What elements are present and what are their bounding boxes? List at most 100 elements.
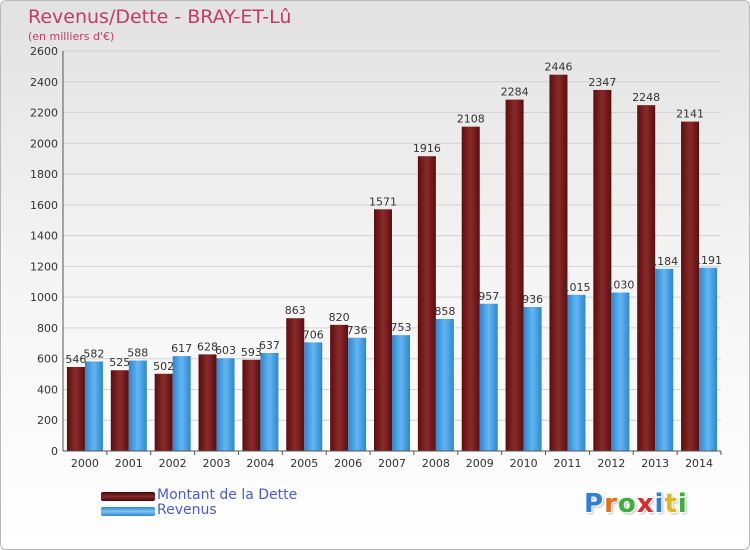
data-label-debt: 525 [109,356,130,369]
data-label-revenue: 753 [391,321,412,334]
data-label-debt: 2108 [457,113,485,126]
data-label-revenue: 957 [478,290,499,303]
data-label-debt: 628 [197,340,218,353]
x-tick-label: 2008 [422,457,450,470]
bar-revenue [216,358,235,451]
y-tick-label: 1600 [30,199,58,212]
logo-letter: P [584,489,605,519]
logo-letter: x [636,489,655,519]
y-tick-label: 2200 [30,107,58,120]
data-label-debt: 1571 [369,195,397,208]
legend-label-debt: Montant de la Dette [157,487,298,503]
x-tick-label: 2014 [685,457,713,470]
bar-revenue [567,294,586,451]
x-tick-label: 2001 [115,457,143,470]
bar-debt [505,99,524,451]
data-label-revenue: 637 [259,339,280,352]
data-label-debt: 593 [241,346,262,359]
x-tick-label: 2012 [597,457,625,470]
bar-debt [110,370,129,451]
bar-revenue [304,342,323,451]
data-label-debt: 502 [153,360,174,373]
y-tick-label: 800 [37,322,58,335]
logo-letter: i [654,489,665,519]
data-label-debt: 2347 [588,76,616,89]
logo-letter: o [617,489,637,519]
bar-revenue [479,303,498,451]
y-tick-label: 400 [37,383,58,396]
bar-debt [549,74,568,451]
bar-revenue [84,361,103,451]
y-tick-label: 2600 [30,45,58,58]
logo-letter: t [664,489,678,519]
data-label-revenue: 736 [347,324,368,337]
data-label-revenue: 582 [83,347,104,360]
y-tick-label: 2400 [30,76,58,89]
x-tick-label: 2002 [159,457,187,470]
bar-revenue [435,319,454,451]
logo-letter: r [604,489,618,519]
data-label-debt: 2248 [632,91,660,104]
y-tick-label: 1000 [30,291,58,304]
y-tick-label: 200 [37,414,58,427]
data-label-revenue: 706 [303,328,324,341]
x-tick-label: 2005 [290,457,318,470]
data-label-debt: 820 [329,311,350,324]
x-tick-label: 2011 [553,457,581,470]
x-tick-label: 2003 [203,457,231,470]
y-tick-label: 0 [51,445,58,458]
x-tick-label: 2009 [466,457,494,470]
data-label-debt: 863 [285,304,306,317]
data-label-debt: 546 [65,353,86,366]
bar-revenue [611,292,630,451]
data-label-revenue: 1191 [694,254,722,267]
bar-revenue [523,307,542,451]
bar-debt [637,105,656,452]
bar-revenue [128,360,147,451]
y-tick-label: 1200 [30,260,58,273]
bar-debt [242,359,261,451]
data-label-revenue: 1030 [606,279,634,292]
bar-debt [593,89,612,451]
x-tick-label: 2007 [378,457,406,470]
x-tick-label: 2000 [71,457,99,470]
bar-revenue [348,337,367,451]
y-tick-label: 2000 [30,137,58,150]
data-label-debt: 2141 [676,108,704,121]
bar-revenue [172,356,191,451]
bar-debt [681,121,700,451]
bar-debt [374,209,392,451]
data-label-debt: 2446 [544,61,572,74]
data-label-revenue: 603 [215,344,236,357]
data-label-revenue: 588 [127,347,148,360]
logo-letter: i [677,489,688,519]
y-tick-label: 600 [37,353,58,366]
bar-revenue [699,267,718,451]
bar-revenue [655,268,674,451]
y-tick-label: 1400 [30,230,58,243]
data-label-revenue: 936 [522,293,543,306]
chart-subtitle: (en milliers d'€) [28,30,115,43]
data-label-debt: 1916 [413,142,441,155]
data-label-revenue: 1015 [562,281,590,294]
legend-swatch-revenue [101,507,155,516]
bar-debt [461,126,480,451]
data-label-revenue: 617 [171,342,192,355]
x-tick-label: 2010 [510,457,538,470]
bar-debt [286,318,305,451]
bar-debt [330,324,349,451]
y-tick-label: 1800 [30,168,58,181]
x-tick-label: 2006 [334,457,362,470]
bar-revenue [260,353,279,451]
x-tick-label: 2004 [246,457,274,470]
chart-title: Revenus/Dette - BRAY-ET-Lû [28,6,292,28]
proxiti-logo: Proxiti [584,489,688,519]
legend-swatch-debt [101,492,155,501]
data-label-revenue: 858 [434,305,455,318]
data-label-debt: 2284 [501,86,529,99]
x-tick-label: 2013 [641,457,669,470]
bar-debt [417,156,436,451]
bar-debt [154,373,173,451]
